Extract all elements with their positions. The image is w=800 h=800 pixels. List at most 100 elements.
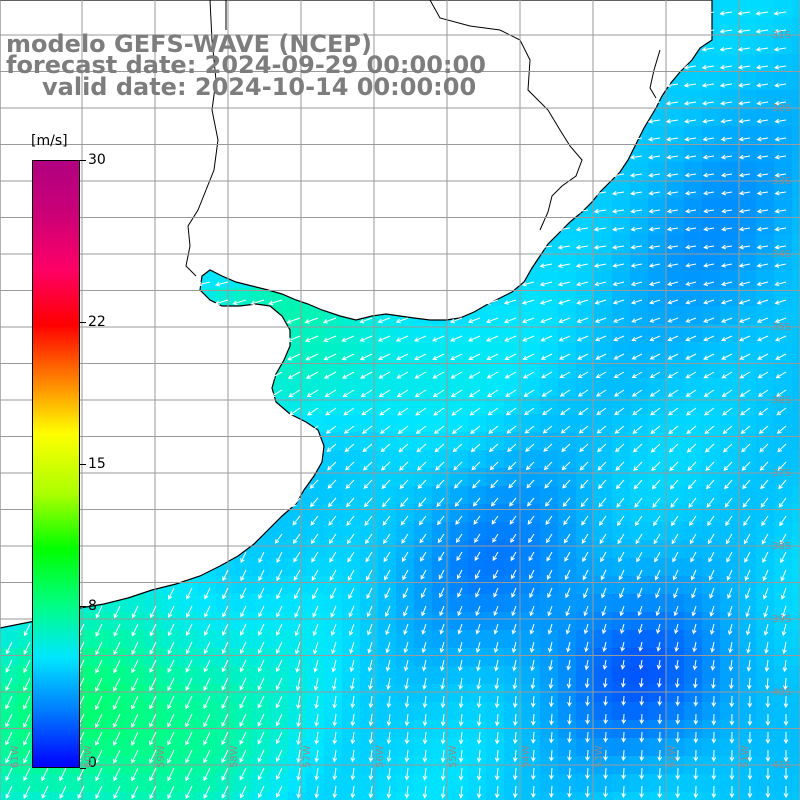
speed-cell (144, 594, 163, 613)
wind-arrow (675, 677, 680, 689)
speed-cell (180, 612, 199, 631)
wind-arrow (468, 335, 481, 342)
land-mass (0, 0, 713, 629)
wind-arrow (702, 154, 715, 160)
speed-cell (0, 720, 19, 739)
wind-arrow (598, 515, 607, 526)
speed-cell (792, 522, 800, 541)
speed-cell (612, 630, 631, 649)
wind-arrow (567, 785, 572, 798)
wind-arrow (558, 353, 571, 360)
speed-cell (612, 252, 631, 271)
speed-cell (756, 126, 775, 145)
wind-arrow (775, 371, 787, 379)
speed-cell (486, 432, 505, 451)
speed-cell (720, 738, 739, 757)
speed-cell (756, 18, 775, 37)
wind-arrow (328, 533, 337, 545)
wind-arrow (512, 785, 518, 799)
wind-arrow (494, 713, 500, 727)
wind-arrow (440, 731, 446, 745)
wind-arrow (383, 533, 391, 545)
wind-arrow (440, 749, 446, 763)
speed-cell (576, 540, 595, 559)
wind-arrow (774, 64, 787, 70)
speed-cell (324, 774, 343, 793)
wind-arrow (701, 64, 715, 70)
speed-cell (666, 612, 685, 631)
wind-arrow (131, 659, 139, 674)
speed-cell (180, 630, 199, 649)
speed-cell (630, 684, 649, 703)
speed-cell (342, 792, 361, 800)
speed-cell (504, 630, 523, 649)
speed-cell (162, 594, 181, 613)
speed-cell (594, 594, 613, 613)
speed-cell (324, 504, 343, 523)
speed-cell (270, 594, 289, 613)
speed-cell (684, 180, 703, 199)
wind-arrow (421, 623, 427, 635)
wind-arrow (167, 749, 175, 764)
speed-cell (612, 432, 631, 451)
wind-arrow (203, 659, 211, 673)
speed-cell (486, 360, 505, 379)
speed-cell (306, 342, 325, 361)
speed-cell (792, 720, 800, 739)
speed-cell (702, 234, 721, 253)
wind-arrow (507, 443, 517, 452)
wind-arrow (421, 641, 427, 654)
wind-arrow (603, 695, 608, 707)
wind-arrow (522, 353, 535, 360)
speed-cell (702, 198, 721, 217)
speed-cell (216, 738, 235, 757)
wind-arrow (432, 389, 445, 398)
wind-arrow (494, 731, 500, 745)
wind-arrow (657, 731, 663, 743)
speed-cell (450, 774, 469, 793)
wind-arrow (761, 533, 769, 545)
speed-cell (756, 324, 775, 343)
speed-cell (666, 162, 685, 181)
speed-cell (342, 576, 361, 595)
speed-cell (594, 774, 613, 793)
wind-arrow (703, 208, 715, 214)
wind-arrow (603, 749, 608, 762)
wind-arrow (418, 497, 427, 508)
speed-cell (792, 270, 800, 289)
wind-arrow (507, 461, 517, 471)
wind-arrow (239, 677, 247, 691)
speed-cell (540, 576, 559, 595)
wind-arrow (702, 118, 715, 124)
wind-arrow (366, 587, 373, 600)
wind-arrow (296, 749, 301, 764)
wind-arrow (221, 767, 229, 781)
speed-cell (108, 666, 127, 685)
speed-cell (540, 666, 559, 685)
wind-arrow (738, 172, 751, 178)
wind-arrow (780, 587, 787, 600)
wind-arrow (417, 479, 427, 489)
wind-arrow (326, 443, 337, 453)
speed-cell (738, 396, 757, 415)
speed-cell (396, 540, 415, 559)
speed-cell (702, 720, 721, 739)
wind-arrow (729, 767, 735, 781)
wind-arrow (312, 623, 319, 637)
wind-arrow (359, 353, 373, 361)
wind-arrow (539, 245, 553, 250)
wind-arrow (314, 713, 319, 727)
speed-cell (666, 666, 685, 685)
wind-arrow (345, 479, 355, 489)
wind-arrow (275, 767, 283, 781)
wind-arrow (348, 587, 355, 600)
speed-cell (486, 792, 505, 800)
speed-cell (342, 324, 361, 343)
wind-arrow (667, 317, 679, 323)
speed-cell (432, 630, 451, 649)
wind-arrow (650, 443, 661, 453)
wind-arrow (613, 389, 625, 397)
wind-arrow (440, 677, 445, 690)
wind-arrow (472, 479, 481, 489)
speed-cell (540, 630, 559, 649)
